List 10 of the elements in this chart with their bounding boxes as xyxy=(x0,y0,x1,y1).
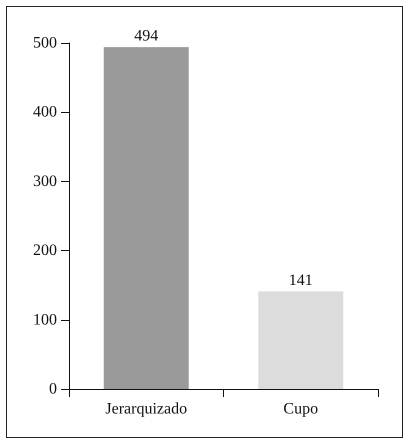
y-tick-label: 0 xyxy=(49,380,57,398)
data-label: 141 xyxy=(288,272,313,289)
y-tick-label: 300 xyxy=(33,172,57,190)
y-tick-label: 200 xyxy=(33,242,57,260)
x-tick-label: Cupo xyxy=(283,400,318,418)
y-tick-label: 400 xyxy=(33,104,57,121)
x-tick-label: Jerarquizado xyxy=(105,400,188,418)
y-tick-label: 100 xyxy=(33,311,57,328)
y-tick-label: 500 xyxy=(33,34,57,52)
data-label: 494 xyxy=(134,28,158,45)
